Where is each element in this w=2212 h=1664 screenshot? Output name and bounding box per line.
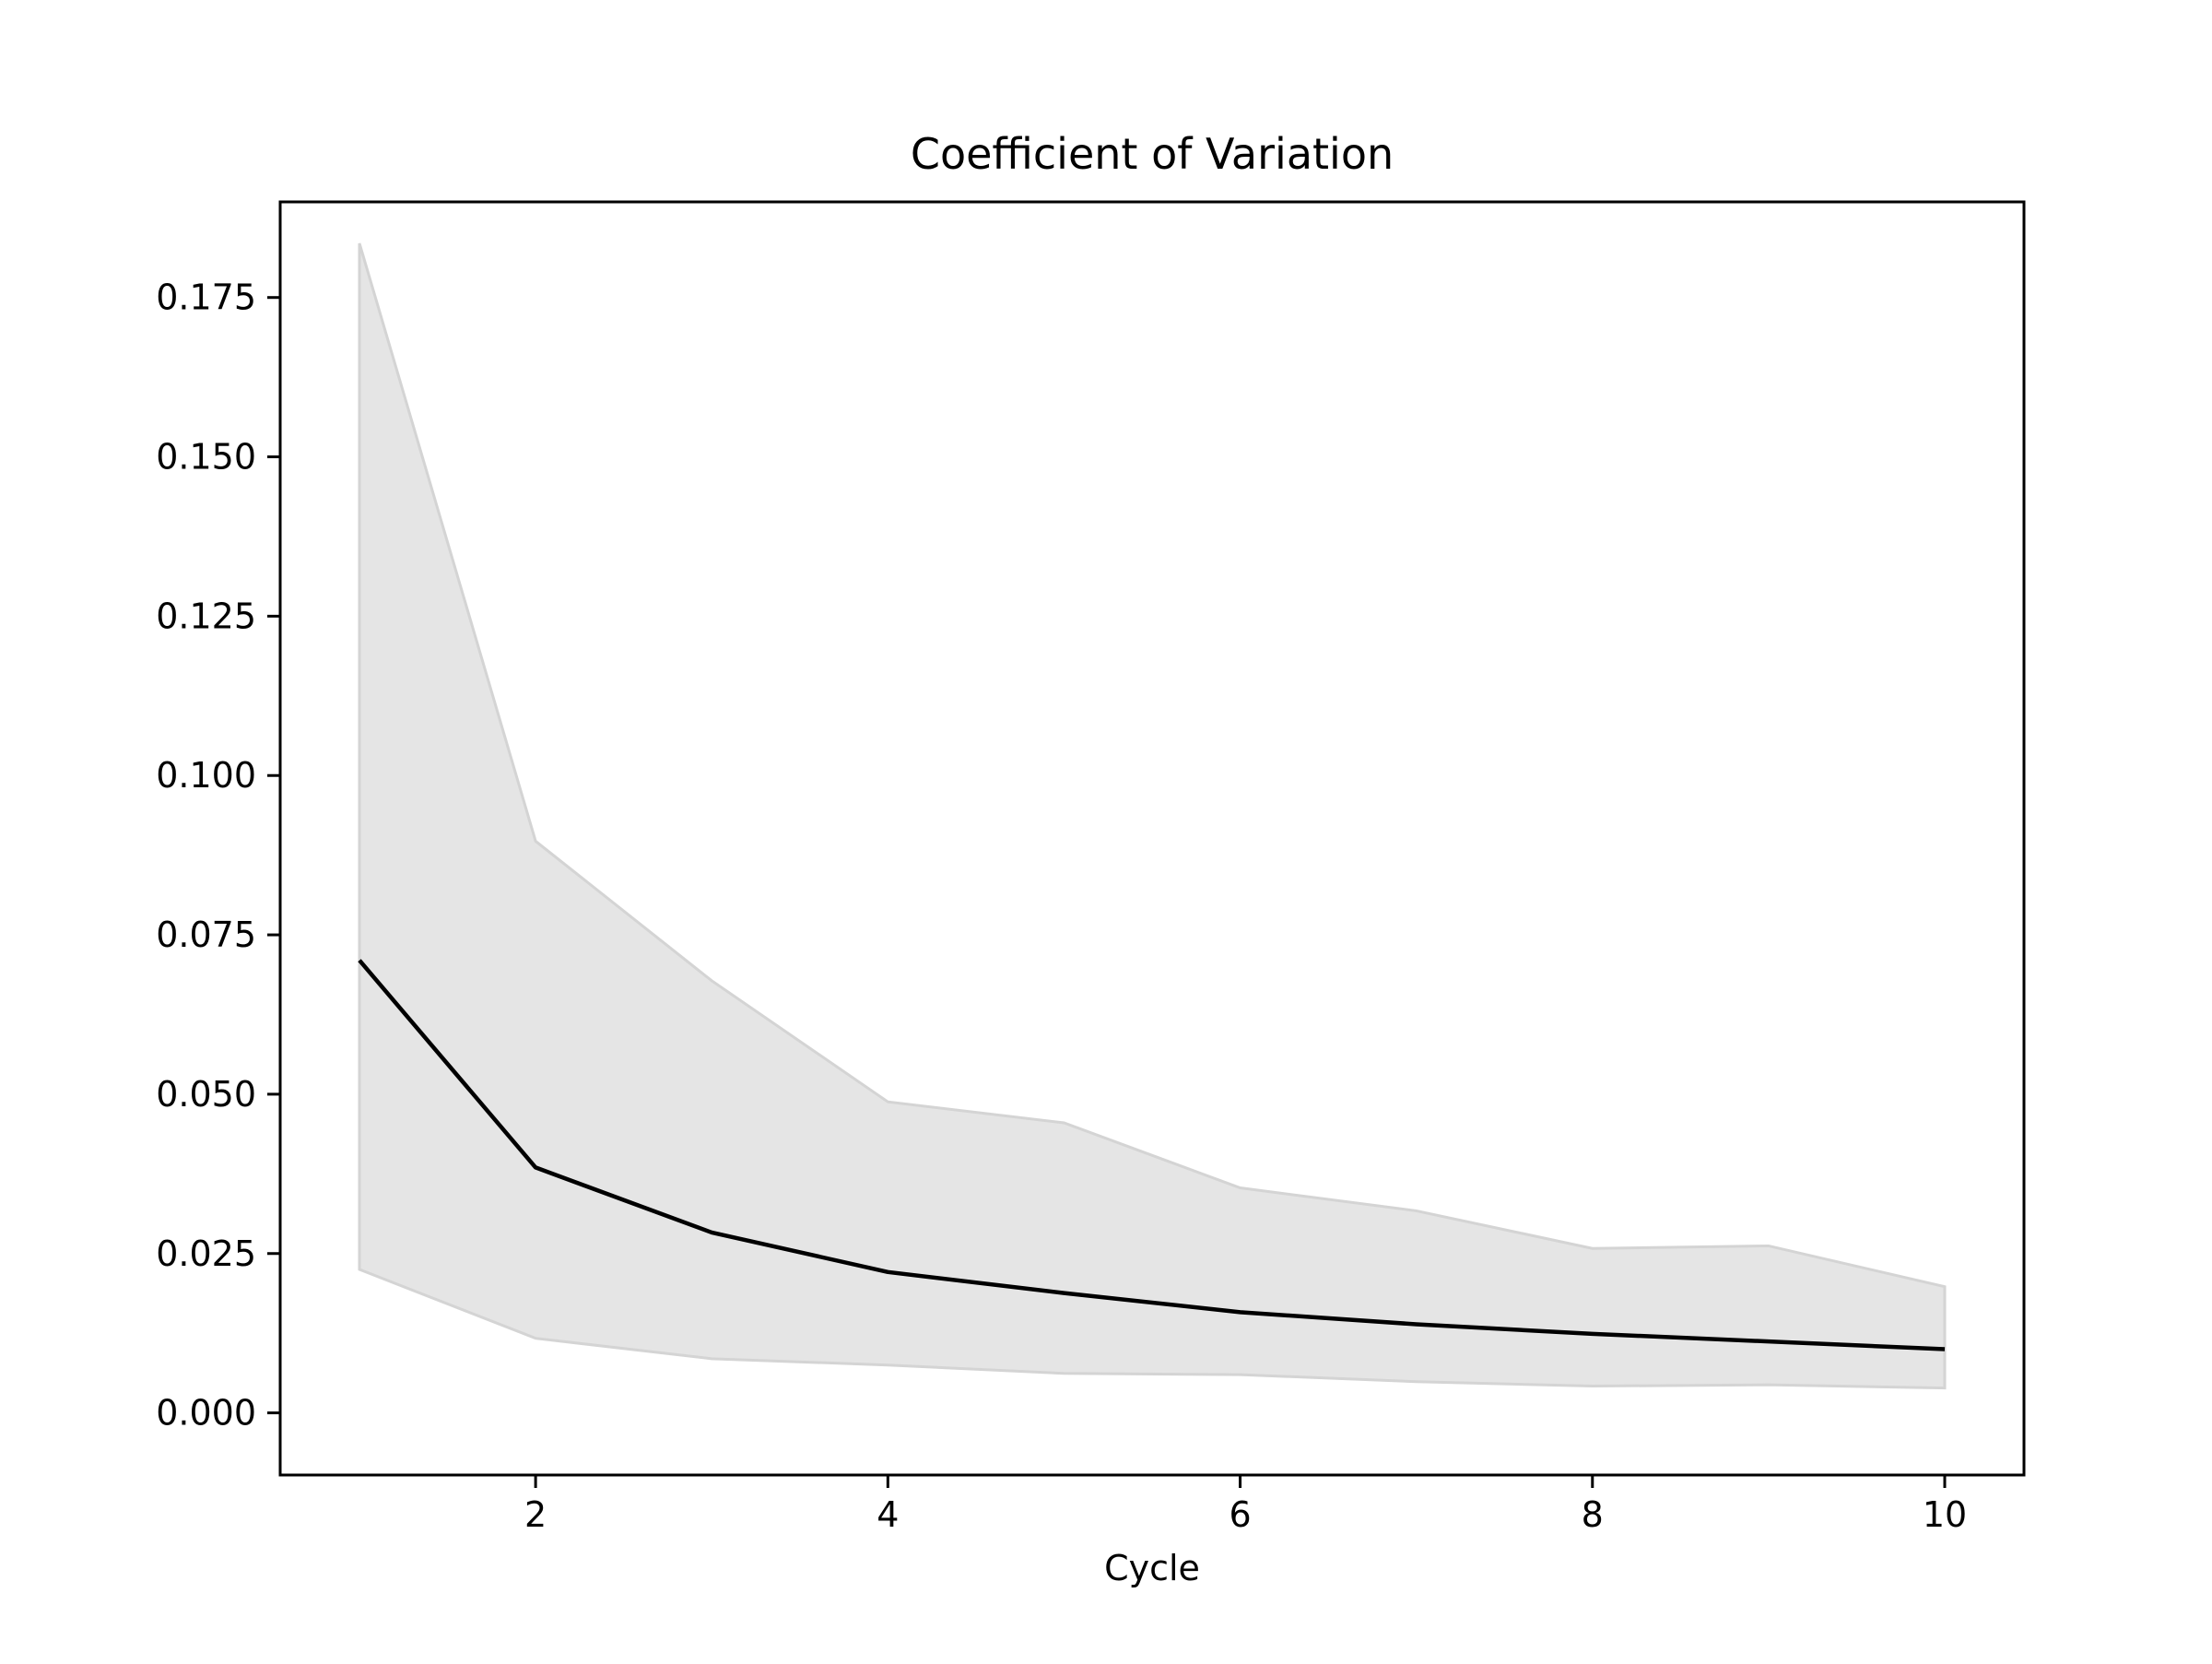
x-tick-label: 8 <box>1582 1494 1604 1535</box>
y-tick-label: 0.075 <box>156 915 256 955</box>
axes-frame <box>278 200 2026 1477</box>
band-layer <box>358 242 1947 1390</box>
y-tick-label: 0.150 <box>156 437 256 478</box>
x-axis-ticks: 2 4 6 8 10 <box>524 1475 1967 1535</box>
x-tick-label: 10 <box>1923 1494 1967 1535</box>
y-tick-label: 0.025 <box>156 1233 256 1274</box>
line-layer <box>358 959 1946 1351</box>
series-line-1 <box>358 959 1946 1351</box>
y-axis-ticks: 0.000 0.025 0.050 0.075 0.100 0.125 0.150 0.175 <box>156 277 280 1434</box>
y-tick-label: 0.050 <box>156 1074 256 1115</box>
chart-title: Coefficient of Variation <box>911 129 1394 179</box>
confidence-band <box>358 242 1947 1390</box>
x-tick-label: 6 <box>1229 1494 1251 1535</box>
y-tick-label: 0.175 <box>156 277 256 318</box>
y-tick-label: 0.125 <box>156 596 256 636</box>
x-axis-label: Cycle <box>1104 1548 1200 1588</box>
y-tick-label: 0.000 <box>156 1393 256 1434</box>
y-tick-label: 0.100 <box>156 755 256 796</box>
x-tick-label: 4 <box>877 1494 899 1535</box>
x-tick-label: 2 <box>524 1494 547 1535</box>
